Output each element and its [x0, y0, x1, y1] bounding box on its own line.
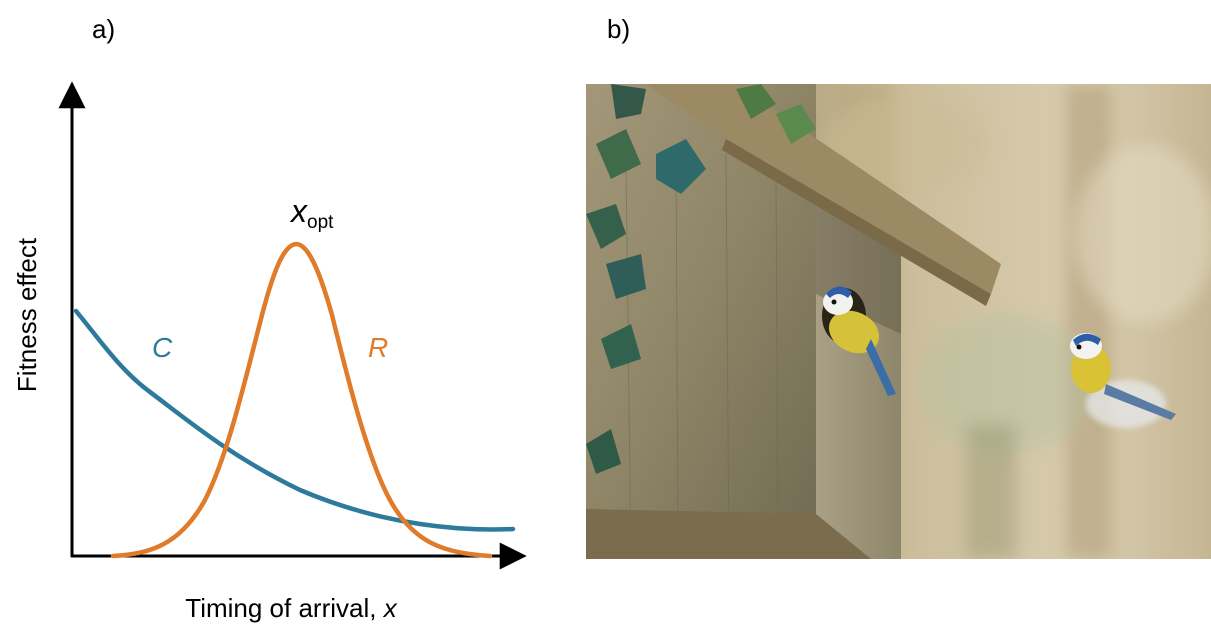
panel-label-b: b): [607, 14, 631, 44]
nestbox-front: [586, 84, 816, 559]
roof-edge: [722, 139, 991, 306]
nestbox-side: [816, 194, 901, 559]
bird-flying: [1070, 333, 1176, 428]
bird-in-hole: [823, 286, 896, 396]
peak-subscript: opt: [307, 212, 334, 233]
x-axis-title-text: Timing of arrival,: [185, 593, 383, 623]
x-axis-title: Timing of arrival, x: [185, 593, 397, 623]
nestbox-photo: [586, 84, 1211, 559]
photo-illustration: [586, 84, 1211, 559]
y-axis-title: Fitness effect: [12, 237, 42, 392]
fitness-diagram: C R xopt Timing of arrival, x Fitness ef…: [12, 81, 527, 623]
nestbox-roof: [646, 84, 1001, 294]
peak-symbol: x: [289, 193, 308, 229]
curve-r: [110, 241, 493, 559]
curve-r-label: R: [368, 332, 388, 363]
curve-c: [73, 308, 516, 532]
peak-label: xopt: [289, 193, 334, 233]
ivy-leaves: [586, 84, 816, 474]
curve-c-label: C: [152, 332, 173, 363]
panel-label-a: a): [92, 14, 116, 44]
x-axis-variable: x: [382, 593, 398, 623]
nestbox-bottom: [586, 509, 871, 559]
